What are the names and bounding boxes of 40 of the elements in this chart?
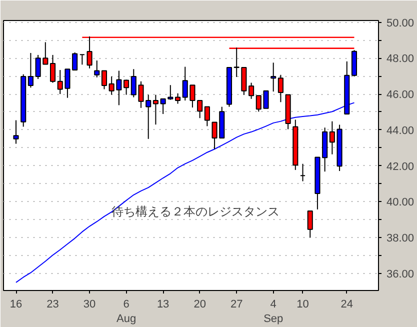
y-tick-label: 40.00 — [386, 196, 414, 209]
x-tick-label: 27 — [230, 298, 243, 310]
candlestick — [168, 84, 174, 100]
y-tick-label: 38.00 — [386, 232, 414, 245]
x-tick-label: 4 Sep — [264, 298, 284, 325]
candlestick — [79, 54, 85, 66]
candlestick — [28, 52, 34, 88]
candlestick — [152, 94, 158, 126]
candlestick — [234, 47, 240, 78]
candlestick — [124, 79, 130, 96]
candlestick — [278, 74, 284, 103]
x-tick-label: 24 — [340, 298, 354, 310]
x-tick-label: 13 — [156, 298, 170, 310]
candlestick — [160, 98, 166, 114]
x-tick-label: 10 — [296, 298, 309, 310]
y-tick-label: 42.00 — [386, 160, 414, 173]
x-tick-label: 16 — [10, 298, 22, 310]
candlestick — [197, 100, 203, 119]
candlestick — [204, 106, 210, 127]
candlestick — [329, 120, 335, 155]
y-tick-label: 46.00 — [386, 89, 414, 102]
x-tick-label: 20 — [194, 298, 206, 310]
candlestick — [174, 92, 181, 104]
y-tick-label: 48.00 — [386, 53, 414, 66]
candlestick — [300, 163, 306, 182]
x-tick-label: 6 Aug — [116, 298, 136, 325]
candlestick — [94, 60, 100, 78]
x-tick-label: 23 — [46, 298, 59, 310]
candlestick — [13, 120, 19, 144]
annotation: 待ち構える２本のレジスタンス — [112, 204, 280, 218]
candlestick — [241, 67, 247, 96]
candlestick — [248, 82, 254, 100]
candlestick — [270, 62, 276, 92]
candlestick — [307, 210, 313, 238]
y-tick-label: 44.00 — [386, 124, 414, 137]
y-tick-label: 36.00 — [386, 268, 414, 280]
candlestick — [101, 70, 108, 90]
y-tick-label: 50.00 — [386, 17, 414, 30]
candlestick — [50, 54, 56, 84]
x-tick-label: 30 — [83, 298, 96, 310]
